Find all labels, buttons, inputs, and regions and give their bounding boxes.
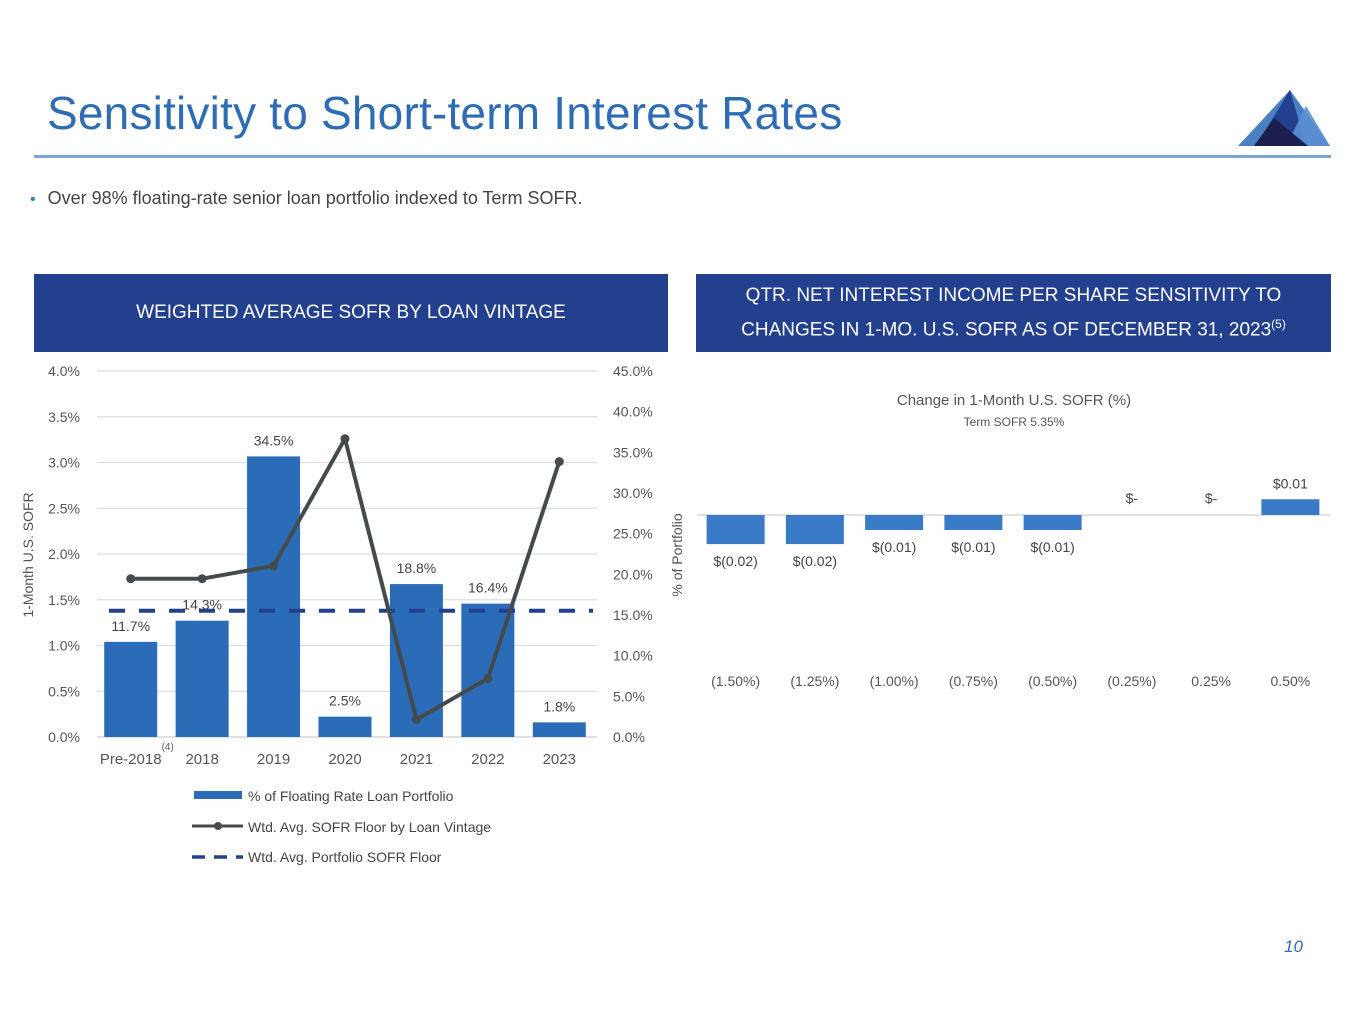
right-axis-tick: 40.0% [613,404,653,420]
right-chart-title: Change in 1-Month U.S. SOFR (%) [897,392,1131,409]
vintage-floor-point [269,561,279,571]
company-logo [1238,90,1330,146]
category-tick-label: 2020 [328,751,361,768]
page-number: 10 [1284,937,1303,956]
sensitivity-data-label: $(0.02) [793,553,837,569]
vintage-floor-line [130,436,562,722]
right-panel-header: QTR. NET INTEREST INCOME PER SHARE SENSI… [696,274,1331,352]
left-axis-tick: 2.5% [48,500,80,516]
right-axis-tick: 30.0% [613,485,653,501]
sofr-change-tick-label: (1.50%) [711,673,760,689]
right-axis-tick: 45.0% [613,363,653,379]
chart-legend: % of Floating Rate Loan Portfolio Wtd. A… [192,788,491,865]
category-tick-label: 2023 [543,751,576,768]
sensitivity-bar [785,515,844,545]
bullet-icon: • [30,191,36,208]
right-axis-tick: 25.0% [613,526,653,542]
sensitivity-data-label: $0.01 [1273,475,1308,491]
sensitivity-data-label: $- [1126,490,1139,506]
left-axis-tick: 3.0% [48,455,80,471]
category-tick-label: 2019 [257,751,290,768]
title-divider [34,155,1331,158]
right-panel-header-line1: QTR. NET INTEREST INCOME PER SHARE SENSI… [745,284,1282,306]
left-axis-title: 1-Month U.S. SOFR [20,492,36,617]
right-chart-subtitle: Term SOFR 5.35% [964,415,1065,429]
category-tick-label: Pre-2018 [100,751,162,768]
category-footnote: (4) [162,742,174,753]
right-axis-tick: 10.0% [613,648,653,664]
bar-data-label: 18.8% [397,560,437,576]
right-axis-tick: 15.0% [613,607,653,623]
sofr-change-tick-label: 0.50% [1271,673,1311,689]
sensitivity-bar [944,515,1003,530]
vintage-floor-point [411,715,421,725]
vintage-bar [532,722,586,737]
bar-data-label: 34.5% [254,432,294,448]
sensitivity-data-label: $- [1205,490,1218,506]
bar-data-label: 14.3% [182,597,222,613]
bullet-text: Over 98% floating-rate senior loan portf… [47,188,583,208]
left-axis-tick: 2.0% [48,546,80,562]
left-panel-header-text: WEIGHTED AVERAGE SOFR BY LOAN VINTAGE [136,302,566,323]
sofr-change-tick-label: (0.50%) [1028,673,1077,689]
sensitivity-data-label: $(0.02) [713,553,757,569]
left-axis-tick: 3.5% [48,409,80,425]
sensitivity-data-label: $(0.01) [1030,539,1074,555]
sensitivity-data-label: $(0.01) [951,539,995,555]
sofr-change-tick-label: (1.00%) [870,673,919,689]
vintage-bar [104,641,158,737]
sofr-change-tick-label: 0.25% [1191,673,1231,689]
right-axis-tick: 35.0% [613,444,653,460]
right-panel-header-line2: CHANGES IN 1-MO. U.S. SOFR AS OF DECEMBE… [741,319,1272,341]
vintage-floor-point [554,457,564,467]
legend-bar-swatch [194,791,242,799]
right-axis-title: % of Portfolio [669,513,685,596]
vintage-bar [389,584,443,737]
right-axis-tick: 20.0% [613,566,653,582]
sensitivity-bar [1023,515,1082,530]
right-axis-tick: 5.0% [613,688,645,704]
bullet-point: • Over 98% floating-rate senior loan port… [30,188,583,209]
bar-data-label: 11.7% [111,618,150,634]
vintage-bar [461,603,515,737]
right-axis-tick: 0.0% [613,729,645,745]
vintage-bar [318,716,372,737]
legend-bar-label: % of Floating Rate Loan Portfolio [248,788,454,804]
left-axis-tick: 1.0% [48,638,80,654]
legend-dash-label: Wtd. Avg. Portfolio SOFR Floor [248,849,442,865]
vintage-floor-point [197,574,207,584]
left-axis-tick: 0.5% [48,683,80,699]
vintage-floor-point [126,574,136,584]
sofr-change-tick-label: (1.25%) [790,673,839,689]
sensitivity-bar [865,515,924,530]
left-axis-tick: 0.0% [48,729,80,745]
bar-data-label: 2.5% [329,693,361,709]
category-tick-label: 2022 [471,751,504,768]
vintage-floor-point [483,673,493,683]
vintage-bar [247,456,301,737]
bar-data-label: 1.8% [543,698,575,714]
sensitivity-bar [1261,499,1320,515]
bar-data-label: 16.4% [468,580,508,596]
vintage-bar [175,620,229,737]
sofr-change-tick-label: (0.25%) [1107,673,1156,689]
left-axis-tick: 4.0% [48,363,80,379]
sofr-change-tick-label: (0.75%) [949,673,998,689]
left-panel-header: WEIGHTED AVERAGE SOFR BY LOAN VINTAGE [34,274,668,352]
category-tick-label: 2021 [400,751,433,768]
legend-line-label: Wtd. Avg. SOFR Floor by Loan Vintage [248,819,491,835]
page-title: Sensitivity to Short-term Interest Rates [47,87,843,139]
left-axis-tick: 1.5% [48,592,80,608]
footnote-ref: (5) [1271,316,1286,331]
sensitivity-bar [706,515,765,545]
sensitivity-data-label: $(0.01) [872,539,916,555]
category-tick-label: 2018 [185,751,218,768]
legend-line-marker [214,822,222,830]
vintage-floor-point [340,434,350,444]
